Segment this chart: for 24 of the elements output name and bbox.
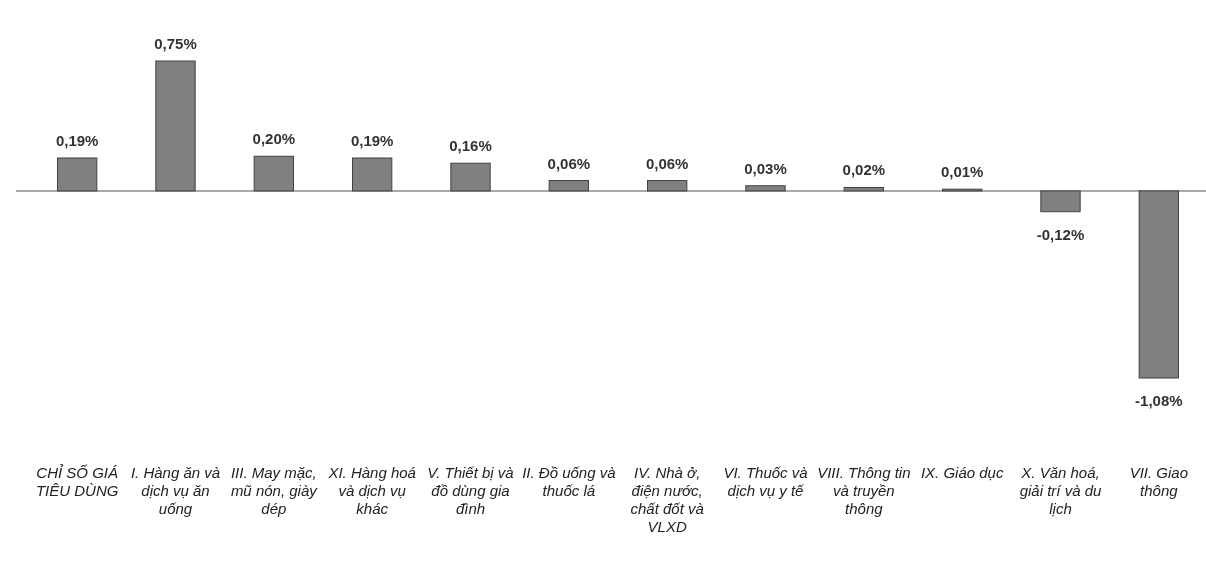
data-label: 0,20% <box>252 130 296 148</box>
x-tick-label: II. Đồ uống và thuốc lá <box>522 464 616 499</box>
x-tick-label: VIII. Thông tin và truyền thông <box>817 464 911 517</box>
x-tick-label: VI. Thuốc và dịch vụ y tế <box>723 464 808 499</box>
data-label: 0,75% <box>154 35 197 52</box>
data-label: -0,12% <box>1036 225 1085 243</box>
data-label: 0,19% <box>350 132 394 150</box>
data-label: 0,01% <box>940 163 984 181</box>
x-tick-label: III. May mặc, mũ nón, giày dép <box>230 464 319 517</box>
data-label: -1,08% <box>1135 392 1183 409</box>
data-label: 0,02% <box>842 161 886 179</box>
x-tick-label: V. Thiết bị và đồ dùng gia đình <box>427 464 514 517</box>
x-tick-label: I. Hàng ăn và dịch vụ ăn uống <box>130 464 221 517</box>
data-label: 0,06% <box>547 154 591 172</box>
x-tick-label: IX. Giáo dục <box>920 464 1004 481</box>
x-tick-label: X. Văn hoá, giải trí và du lịch <box>1019 464 1103 517</box>
x-tick-label: IV. Nhà ở, điện nước, chất đốt và VLXD <box>630 464 704 535</box>
x-tick-label: VII. Giao thông <box>1129 464 1189 499</box>
data-label: 0,03% <box>744 159 787 177</box>
x-tick-label: CHỈ SỐ GIÁ TIÊU DÙNG <box>35 464 119 499</box>
data-label: 0,06% <box>645 154 689 172</box>
data-label: 0,16% <box>449 137 492 155</box>
data-label: 0,19% <box>55 132 99 150</box>
x-tick-label: XI. Hàng hoá và dịch vụ khác <box>327 464 416 517</box>
